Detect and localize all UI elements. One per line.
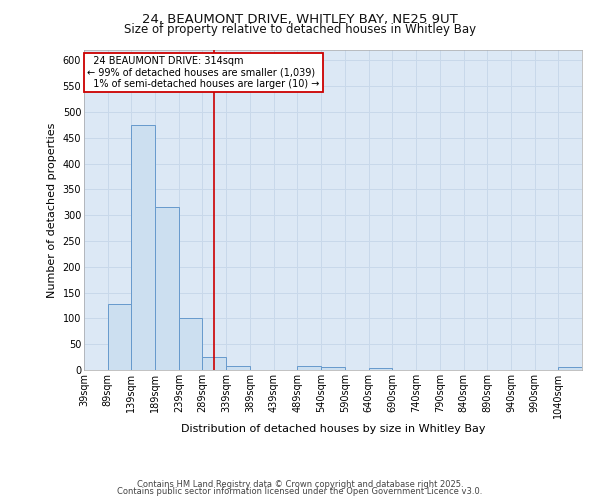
Text: 24, BEAUMONT DRIVE, WHITLEY BAY, NE25 9UT: 24, BEAUMONT DRIVE, WHITLEY BAY, NE25 9U… [142, 12, 458, 26]
Bar [297, 366, 321, 370]
Bar [226, 366, 250, 370]
Bar [369, 368, 392, 370]
Text: Contains HM Land Registry data © Crown copyright and database right 2025.: Contains HM Land Registry data © Crown c… [137, 480, 463, 489]
Bar [322, 368, 345, 370]
Bar [107, 304, 131, 370]
Bar [131, 125, 155, 370]
Bar [179, 318, 202, 370]
Text: Size of property relative to detached houses in Whitley Bay: Size of property relative to detached ho… [124, 22, 476, 36]
Y-axis label: Number of detached properties: Number of detached properties [47, 122, 57, 298]
Text: 24 BEAUMONT DRIVE: 314sqm  
← 99% of detached houses are smaller (1,039)
  1% of: 24 BEAUMONT DRIVE: 314sqm ← 99% of detac… [88, 56, 320, 90]
Text: Contains public sector information licensed under the Open Government Licence v3: Contains public sector information licen… [118, 488, 482, 496]
Bar [559, 368, 582, 370]
Bar [202, 357, 226, 370]
Bar [155, 208, 179, 370]
X-axis label: Distribution of detached houses by size in Whitley Bay: Distribution of detached houses by size … [181, 424, 485, 434]
